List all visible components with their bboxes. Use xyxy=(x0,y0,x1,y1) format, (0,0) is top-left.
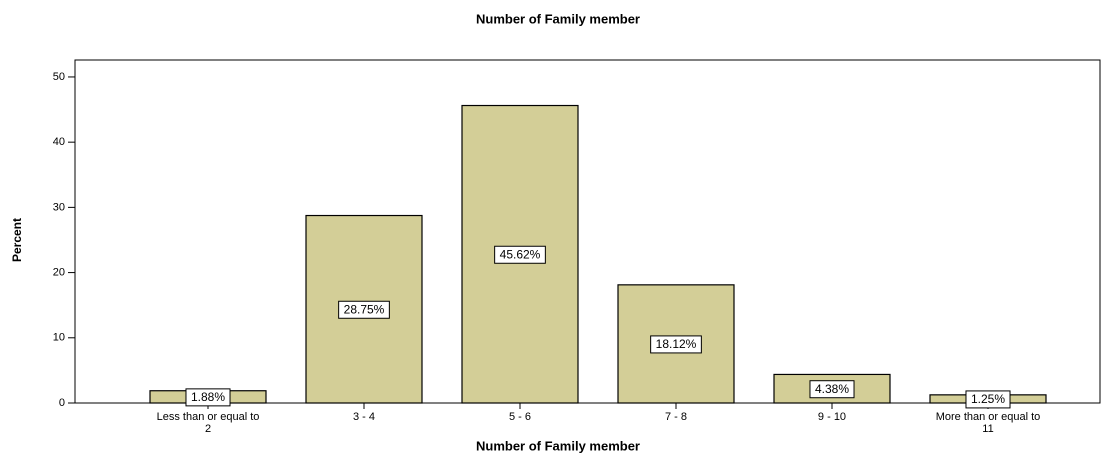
value-label-text: 1.88% xyxy=(191,390,225,404)
y-tick-label: 40 xyxy=(53,136,65,148)
value-label: 28.75% xyxy=(338,300,390,319)
value-label-text: 1.25% xyxy=(971,392,1005,406)
x-tick-label: 7 - 8 xyxy=(664,411,687,423)
x-tick-label: Less than or equal to 2 xyxy=(156,411,260,435)
value-label: 4.38% xyxy=(809,380,855,399)
y-tick-label: 10 xyxy=(53,332,65,344)
x-tick-label: More than or equal to 11 xyxy=(935,411,1041,435)
value-label-box xyxy=(185,388,231,407)
value-label: 18.12% xyxy=(650,335,702,354)
value-label-box xyxy=(494,245,546,264)
value-label-text: 28.75% xyxy=(344,302,385,316)
x-tick-label: 9 - 10 xyxy=(817,411,847,423)
value-label-box xyxy=(809,380,855,399)
value-label: 45.62% xyxy=(494,245,546,264)
y-axis-title: Percent xyxy=(10,218,24,262)
value-label-box xyxy=(650,335,702,354)
y-tick-label: 50 xyxy=(53,71,65,83)
value-label: 1.25% xyxy=(965,390,1011,409)
x-tick-label: 3 - 4 xyxy=(352,411,375,423)
value-label-box xyxy=(965,390,1011,409)
value-label-text: 4.38% xyxy=(815,382,849,396)
value-label-box xyxy=(338,300,390,319)
value-label: 1.88% xyxy=(185,388,231,407)
x-axis-title: Number of Family member xyxy=(476,438,640,453)
y-tick-label: 20 xyxy=(53,266,65,278)
y-tick-label: 0 xyxy=(59,397,65,409)
value-label-text: 18.12% xyxy=(656,337,697,351)
chart-title: Number of Family member xyxy=(476,11,640,26)
value-label-text: 45.62% xyxy=(500,247,541,261)
x-tick-label: 5 - 6 xyxy=(508,411,531,423)
plot-frame xyxy=(74,59,1101,404)
y-tick-label: 30 xyxy=(53,201,65,213)
